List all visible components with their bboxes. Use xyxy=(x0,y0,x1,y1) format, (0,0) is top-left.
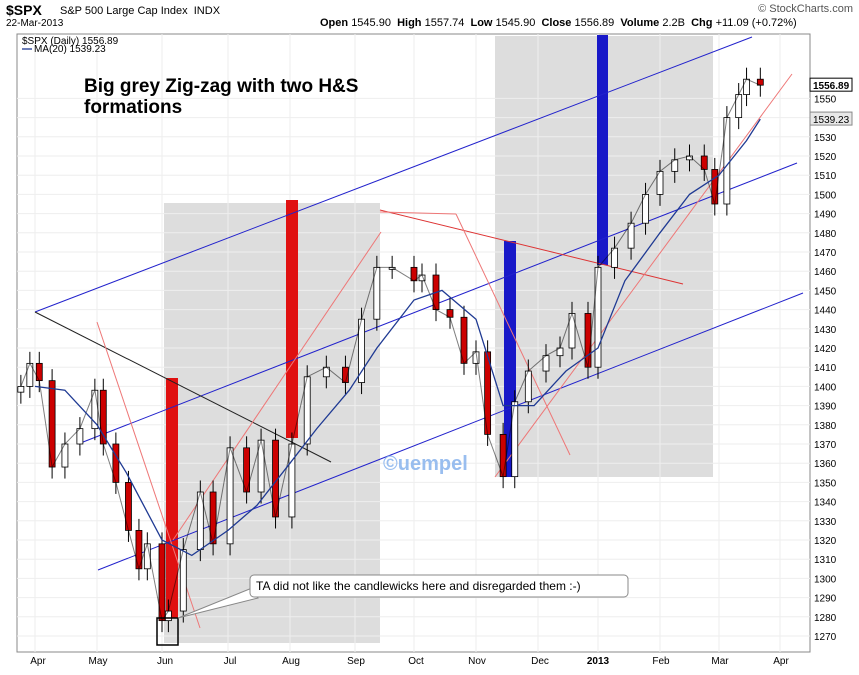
chart-date: 22-Mar-2013 xyxy=(6,18,64,29)
index-name: S&P 500 Large Cap Index INDX xyxy=(60,5,220,17)
grey-zone-1 xyxy=(164,203,380,643)
channel-upper-line xyxy=(34,36,753,313)
y-tick-label: 1520 xyxy=(814,152,837,163)
red-marker-bar-aug xyxy=(286,200,298,438)
ma20-line xyxy=(34,118,761,557)
brand-logo: © StockCharts.com xyxy=(758,3,853,15)
price-close-line xyxy=(20,78,761,622)
volume-value: 2.2B xyxy=(662,17,685,29)
y-tick-label: 1480 xyxy=(814,229,837,240)
ma-tag-box xyxy=(809,111,853,126)
y-tick-label: 1330 xyxy=(814,517,837,528)
open-value: 1545.90 xyxy=(351,17,391,29)
blue-marker-bar-jan xyxy=(597,35,608,265)
x-tick-label: May xyxy=(89,656,108,667)
y-tick-label: 1310 xyxy=(814,555,837,566)
legend-series-ma: MA(20) 1539.23 xyxy=(34,44,106,55)
last-price-tag: 1556.89 xyxy=(813,81,850,92)
neckline-red-line xyxy=(379,209,684,285)
zigzag-leg-3 xyxy=(455,213,571,456)
y-tick-label: 1360 xyxy=(814,459,837,470)
callout-text: TA did not like the candlewicks here and… xyxy=(256,579,581,593)
y-tick-label: 1500 xyxy=(814,190,837,201)
y-tick-label: 1410 xyxy=(814,363,837,374)
high-value: 1557.74 xyxy=(424,17,465,29)
y-tick-label: 1420 xyxy=(814,344,837,355)
candle-body xyxy=(17,385,25,393)
name-text: S&P 500 Large Cap Index xyxy=(60,5,188,17)
y-tick-label: 1530 xyxy=(814,133,837,144)
candle-body xyxy=(594,266,602,368)
watermark: ©uempel xyxy=(383,453,468,475)
y-tick-label: 1510 xyxy=(814,171,837,182)
low-value: 1545.90 xyxy=(495,17,536,29)
y-tick-label: 1450 xyxy=(814,286,837,297)
y-tick-label: 1300 xyxy=(814,574,837,585)
symbol: $SPX xyxy=(6,2,42,18)
chg-value: +11.09 (+0.72%) xyxy=(715,17,797,29)
y-tick-label: 1440 xyxy=(814,306,837,317)
red-marker-bar-jun xyxy=(166,378,178,618)
x-tick-label: Jul xyxy=(224,656,237,667)
x-tick-label: Aug xyxy=(282,656,300,667)
y-tick-label: 1340 xyxy=(814,498,837,509)
x-tick-label: Jun xyxy=(157,656,173,667)
x-tick-label: Apr xyxy=(773,656,789,667)
x-tick-label: Apr xyxy=(30,656,46,667)
y-tick-label: 1270 xyxy=(814,632,837,643)
x-tick-label: Dec xyxy=(531,656,549,667)
low-label: Low xyxy=(470,17,493,29)
y-tick-label: 1320 xyxy=(814,536,837,547)
candle-body xyxy=(164,610,172,622)
y-tick-label: 1280 xyxy=(814,613,837,624)
exchange-text: INDX xyxy=(193,5,221,17)
zigzag-leg-2 xyxy=(379,211,457,215)
y-tick-label: 1350 xyxy=(814,478,837,489)
y-tick-label: 1390 xyxy=(814,402,837,413)
quote-bar: Open 1545.90 High 1557.74 Low 1545.90 Cl… xyxy=(320,17,797,29)
y-tick-label: 1490 xyxy=(814,210,837,221)
headline-line-2: formations xyxy=(84,97,182,118)
y-tick-label: 1550 xyxy=(814,94,837,105)
chg-label: Chg xyxy=(691,17,713,29)
y-tick-label: 1370 xyxy=(814,440,837,451)
x-tick-label: 2013 xyxy=(587,656,610,667)
y-tick-label: 1470 xyxy=(814,248,837,259)
neckline-black-line xyxy=(34,311,332,463)
close-value: 1556.89 xyxy=(574,17,615,29)
y-tick-label: 1380 xyxy=(814,421,837,432)
x-tick-label: Oct xyxy=(408,656,424,667)
y-tick-label: 1430 xyxy=(814,325,837,336)
y-tick-label: 1460 xyxy=(814,267,837,278)
callout-box xyxy=(249,574,629,598)
y-tick-label: 1400 xyxy=(814,382,837,393)
ma-tag: 1539.23 xyxy=(813,115,850,126)
candle-body xyxy=(743,78,750,95)
x-tick-label: Sep xyxy=(347,656,365,667)
uptrend-red-line-1 xyxy=(172,231,382,541)
high-label: High xyxy=(397,17,422,29)
y-tick-label: 1290 xyxy=(814,594,837,605)
x-tick-label: Feb xyxy=(652,656,670,667)
headline-line-1: Big grey Zig-zag with two H&S xyxy=(84,76,358,97)
candlewick-highlight-box xyxy=(156,617,179,646)
volume-label: Volume xyxy=(620,17,660,29)
x-tick-label: Nov xyxy=(468,656,486,667)
last-price-tag-box xyxy=(809,77,853,92)
open-label: Open xyxy=(320,17,349,29)
close-label: Close xyxy=(541,17,572,29)
x-tick-label: Mar xyxy=(711,656,729,667)
legend-series-price: $SPX (Daily) 1556.89 xyxy=(22,36,119,47)
candle-body xyxy=(35,362,43,382)
candle-body xyxy=(756,78,764,86)
uptrend-red-line-2 xyxy=(494,73,793,478)
